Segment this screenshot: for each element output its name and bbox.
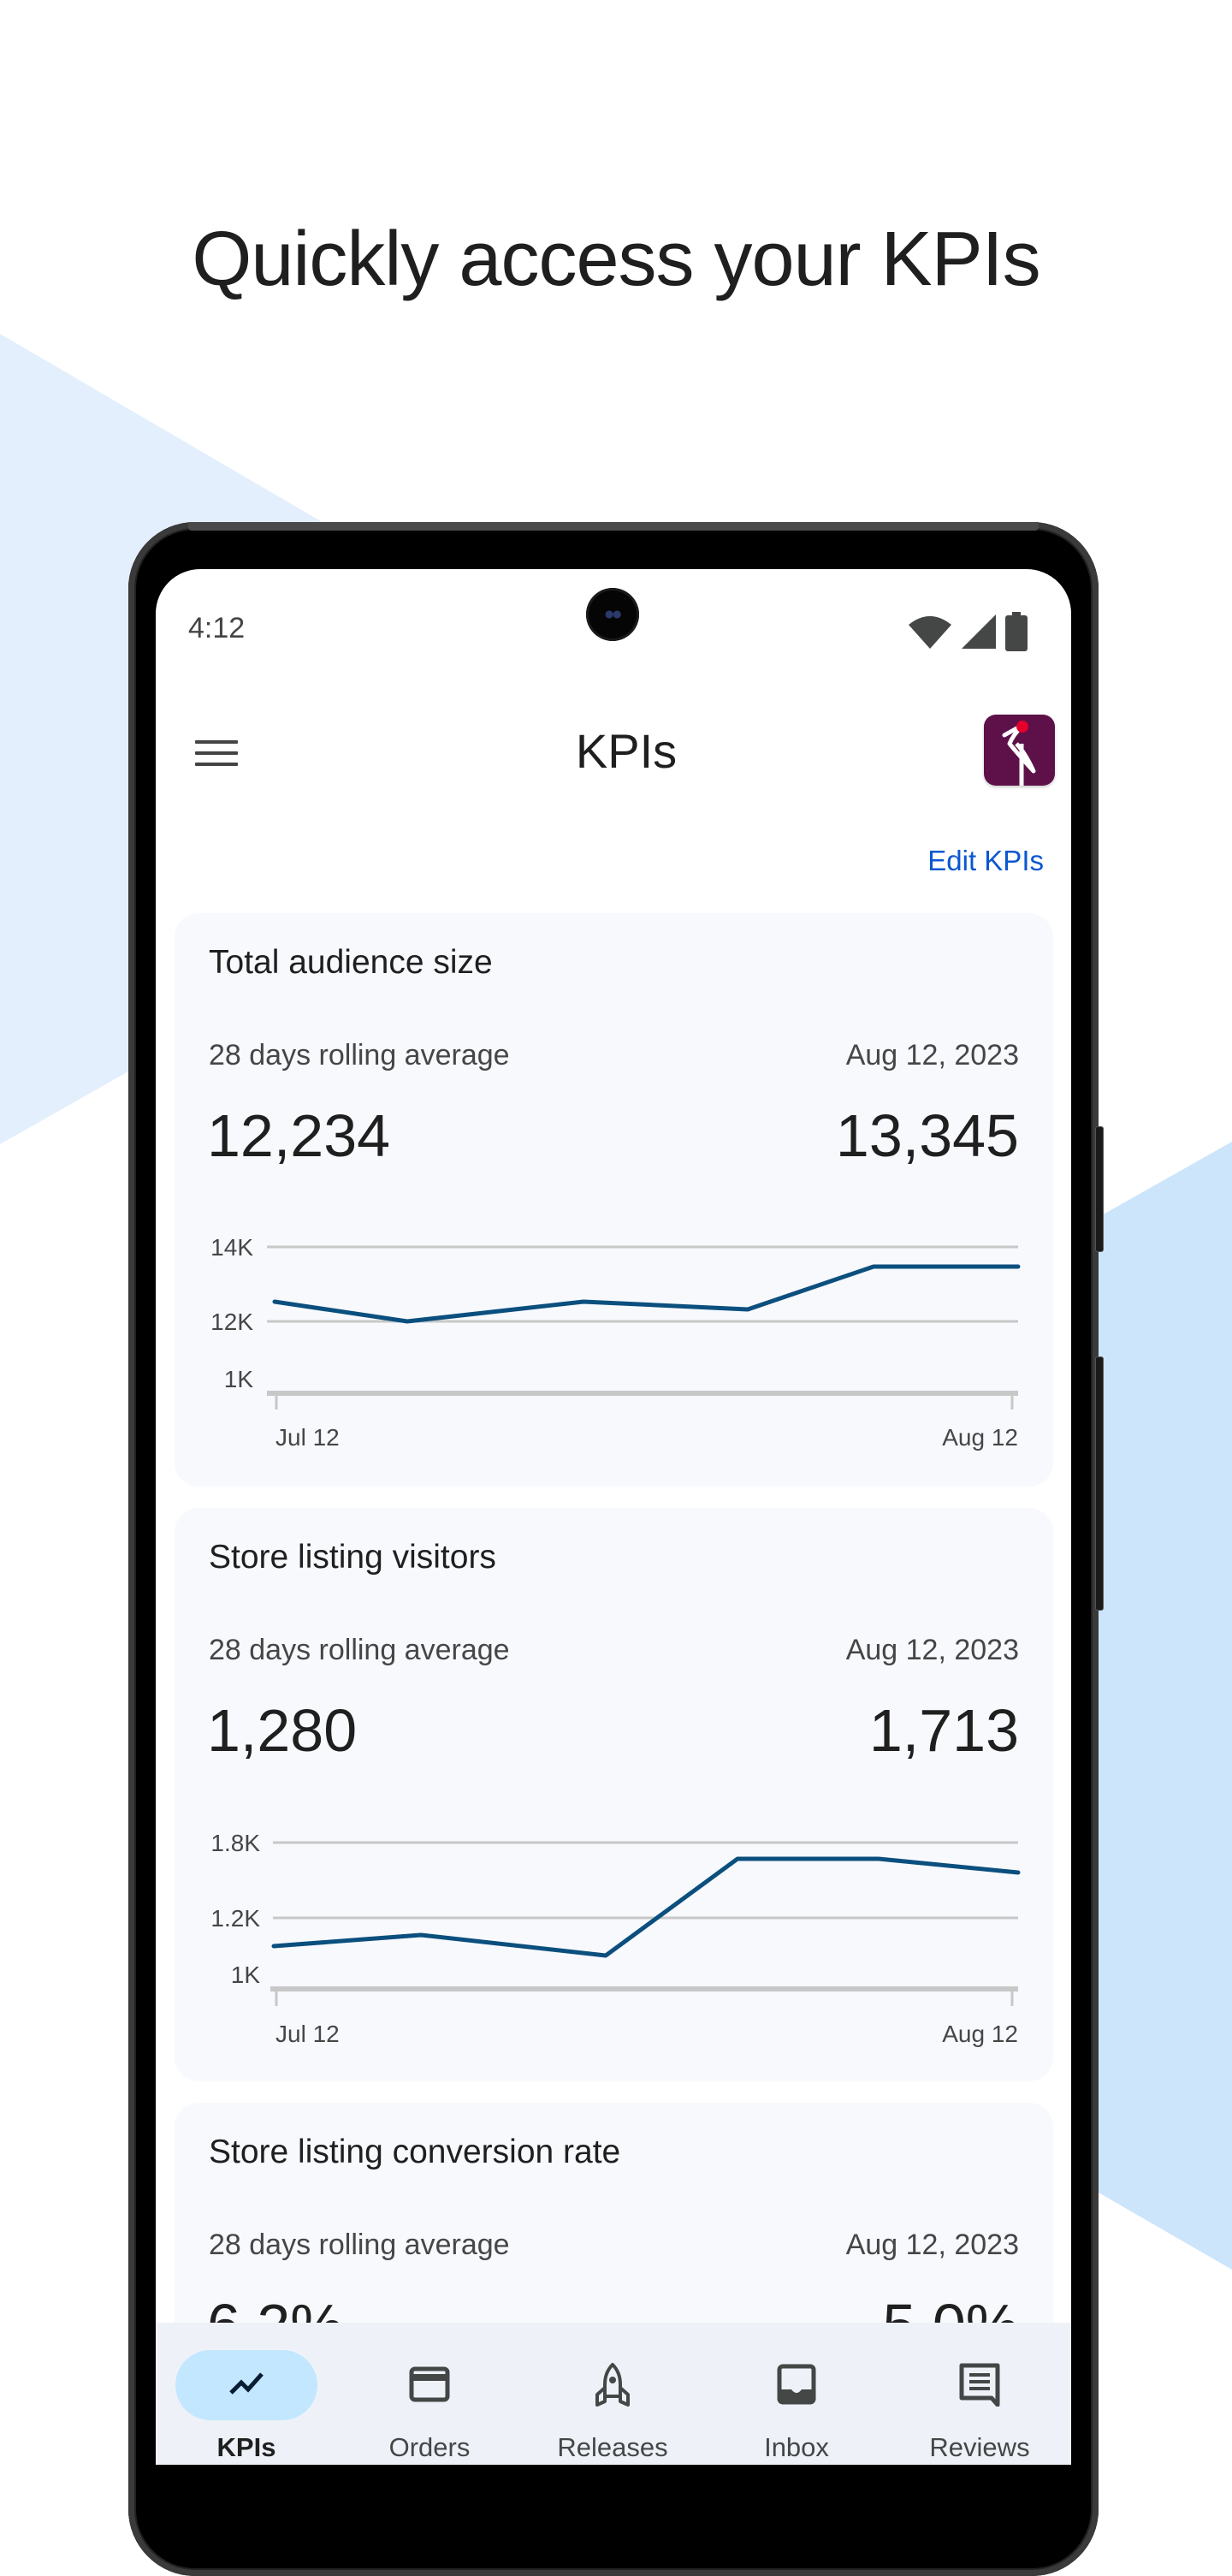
card-title: Store listing visitors (209, 1539, 496, 1576)
nav-item-reviews[interactable]: Reviews (894, 2323, 1065, 2465)
edit-kpis-link[interactable]: Edit KPIs (927, 845, 1044, 876)
front-camera (586, 588, 639, 641)
line-chart: 1.8K 1.2K 1K Jul 12 Aug 12 (210, 1830, 1021, 2047)
rolling-average-label: 28 days rolling average (209, 1039, 510, 1071)
rolling-average-value: 1,280 (207, 1697, 358, 1764)
status-icons (907, 612, 1028, 651)
hamburger-menu-icon[interactable] (195, 735, 238, 769)
date-label: Aug 12, 2023 (845, 1039, 1019, 1071)
wifi-icon (909, 616, 951, 649)
rolling-average-label: 28 days rolling average (209, 2229, 510, 2261)
date-label: Aug 12, 2023 (845, 2229, 1019, 2261)
crane-logo-icon (1002, 721, 1036, 786)
nav-item-kpis[interactable]: KPIs (161, 2323, 332, 2465)
bottom-navigation: KPIs Orders Releases Inbox (156, 2323, 1071, 2465)
x-tick: Jul 12 (275, 1424, 340, 1451)
y-tick: 1K (231, 1962, 261, 1988)
nav-item-releases[interactable]: Releases (527, 2323, 698, 2465)
reviews-comment-icon (959, 2363, 1000, 2407)
date-label: Aug 12, 2023 (845, 1634, 1019, 1666)
credit-card-icon (409, 2366, 450, 2402)
card-title: Store listing conversion rate (209, 2134, 621, 2170)
y-tick: 1.2K (210, 1905, 260, 1932)
headline: Quickly access your KPIs (192, 217, 1040, 302)
nav-item-orders[interactable]: Orders (344, 2323, 515, 2465)
trending-line-icon (229, 2372, 264, 2395)
nav-item-inbox[interactable]: Inbox (711, 2323, 882, 2465)
signal-icon (962, 614, 996, 649)
nav-label: Inbox (764, 2432, 829, 2462)
y-tick: 1K (224, 1366, 254, 1392)
inbox-tray-icon (777, 2364, 816, 2405)
x-tick: Aug 12 (942, 2021, 1018, 2047)
kpi-card-store-listing-visitors[interactable]: Store listing visitors 28 days rolling a… (175, 1508, 1053, 2081)
nav-label: KPIs (216, 2432, 276, 2462)
kpi-card-total-audience[interactable]: Total audience size 28 days rolling aver… (175, 913, 1053, 1487)
nav-label: Reviews (929, 2432, 1030, 2462)
phone-screen: 4:12 KPIs Edit KPIs Total audience size … (156, 569, 1071, 2465)
y-tick: 12K (210, 1309, 253, 1335)
page-title: KPIs (575, 724, 678, 778)
app-logo-avatar[interactable] (984, 715, 1055, 786)
battery-icon (1005, 612, 1028, 651)
phone-power-button (1095, 1356, 1104, 1611)
card-title: Total audience size (209, 944, 493, 981)
rocket-icon (595, 2363, 630, 2407)
rolling-average-label: 28 days rolling average (209, 1634, 510, 1666)
current-value: 1,713 (868, 1697, 1019, 1764)
rolling-average-value: 12,234 (207, 1102, 391, 1169)
y-tick: 1.8K (210, 1830, 260, 1856)
y-tick: 14K (210, 1234, 253, 1261)
x-tick: Aug 12 (942, 1424, 1018, 1451)
line-chart: 14K 12K 1K Jul 12 Aug 12 (210, 1234, 1021, 1451)
nav-label: Releases (557, 2432, 668, 2462)
phone-volume-button (1095, 1126, 1104, 1252)
status-time: 4:12 (188, 612, 246, 644)
nav-label: Orders (388, 2432, 471, 2462)
current-value: 13,345 (835, 1102, 1019, 1169)
x-tick: Jul 12 (275, 2021, 340, 2047)
